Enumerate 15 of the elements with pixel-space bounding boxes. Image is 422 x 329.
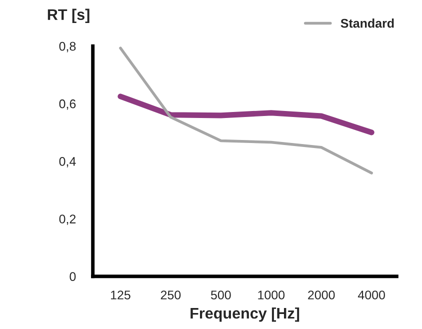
x-tick-label: 125: [110, 290, 130, 300]
y-tick-label: 0,2: [59, 214, 76, 225]
legend-label: Standard: [340, 18, 394, 28]
y-tick-label: 0,6: [59, 99, 76, 110]
x-tick-label: 250: [160, 290, 181, 300]
y-tick-label: 0,8: [59, 42, 76, 52]
x-axis-title: Frequency [Hz]: [190, 307, 300, 322]
y-tick-label: 0,4: [59, 157, 76, 168]
x-tick-label: 4000: [358, 290, 385, 300]
x-tick-label: 2000: [308, 290, 335, 300]
y-axis-title: RT [s]: [48, 8, 90, 24]
x-tick-label: 500: [210, 290, 231, 300]
line-series: [119, 46, 373, 174]
x-tick-label: 1000: [258, 290, 285, 300]
y-tick-label: 0: [70, 272, 76, 282]
